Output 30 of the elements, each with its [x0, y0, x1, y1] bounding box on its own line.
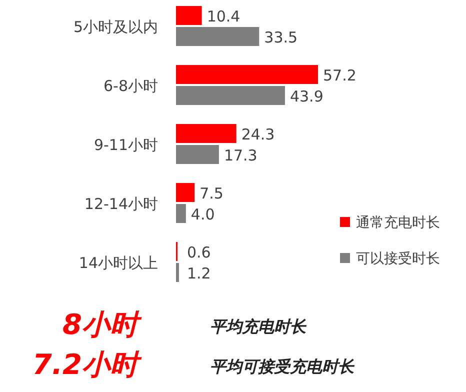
data-label: 33.5 [264, 28, 298, 46]
bar [176, 204, 186, 223]
bar [176, 183, 195, 202]
legend-label: 通常充电时长 [356, 215, 440, 231]
y-tick-label: 5小时及以内 [73, 18, 158, 36]
data-label: 17.3 [224, 146, 258, 164]
bar [176, 145, 219, 164]
data-label: 57.2 [323, 66, 356, 84]
text: 8小时 [62, 308, 142, 341]
y-tick-label: 14小时以上 [78, 254, 158, 272]
data-label: 0.6 [187, 244, 211, 262]
bar [176, 65, 318, 84]
data-label: 7.5 [200, 184, 224, 202]
data-label: 43.9 [290, 88, 324, 106]
y-tick-label: 6-8小时 [104, 77, 158, 95]
bar [176, 124, 236, 143]
bar [176, 263, 179, 282]
text: 平均充电时长 [210, 317, 307, 336]
text: 7.2小时 [32, 348, 142, 381]
data-label: 1.2 [187, 264, 211, 282]
y-tick-label: 9-11小时 [94, 136, 158, 154]
legend-label: 可以接受时长 [356, 251, 440, 267]
bar [176, 27, 260, 46]
data-label: 10.4 [206, 8, 240, 26]
bar [176, 6, 202, 25]
data-label: 4.0 [190, 206, 215, 224]
bar [176, 86, 285, 105]
data-label: 24.3 [241, 126, 275, 144]
text: 平均可接受充电时长 [210, 357, 355, 376]
y-tick-label: 12-14小时 [84, 195, 158, 213]
